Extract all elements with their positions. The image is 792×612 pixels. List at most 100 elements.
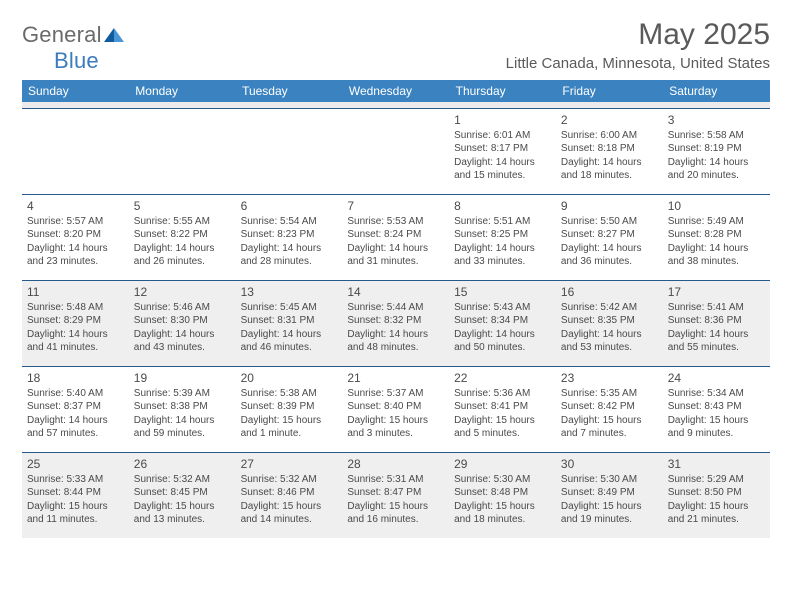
- logo-triangle-icon: [104, 22, 124, 48]
- calendar-day: 15Sunrise: 5:43 AMSunset: 8:34 PMDayligh…: [449, 280, 556, 366]
- weekday-header: Thursday: [449, 80, 556, 102]
- day-number: 15: [454, 284, 551, 300]
- sunrise-line: Sunrise: 5:48 AM: [27, 301, 124, 315]
- calendar-week-row: 1Sunrise: 6:01 AMSunset: 8:17 PMDaylight…: [22, 108, 770, 194]
- sunset-line: Sunset: 8:41 PM: [454, 400, 551, 414]
- calendar-week-row: 4Sunrise: 5:57 AMSunset: 8:20 PMDaylight…: [22, 194, 770, 280]
- daylight-line: Daylight: 14 hours and 41 minutes.: [27, 328, 124, 355]
- calendar-day: 18Sunrise: 5:40 AMSunset: 8:37 PMDayligh…: [22, 366, 129, 452]
- sunset-line: Sunset: 8:40 PM: [347, 400, 444, 414]
- sunset-line: Sunset: 8:24 PM: [347, 228, 444, 242]
- sunset-line: Sunset: 8:38 PM: [134, 400, 231, 414]
- daylight-line: Daylight: 15 hours and 14 minutes.: [241, 500, 338, 527]
- day-number: 7: [347, 198, 444, 214]
- day-number: 28: [347, 456, 444, 472]
- calendar-day-empty: [22, 108, 129, 194]
- weekday-header: Saturday: [663, 80, 770, 102]
- calendar-day: 10Sunrise: 5:49 AMSunset: 8:28 PMDayligh…: [663, 194, 770, 280]
- sunset-line: Sunset: 8:47 PM: [347, 486, 444, 500]
- daylight-line: Daylight: 14 hours and 38 minutes.: [668, 242, 765, 269]
- calendar-day: 19Sunrise: 5:39 AMSunset: 8:38 PMDayligh…: [129, 366, 236, 452]
- day-number: 2: [561, 112, 658, 128]
- sunset-line: Sunset: 8:30 PM: [134, 314, 231, 328]
- day-number: 20: [241, 370, 338, 386]
- sunset-line: Sunset: 8:43 PM: [668, 400, 765, 414]
- sunrise-line: Sunrise: 5:42 AM: [561, 301, 658, 315]
- daylight-line: Daylight: 14 hours and 33 minutes.: [454, 242, 551, 269]
- sunrise-line: Sunrise: 5:32 AM: [134, 473, 231, 487]
- sunset-line: Sunset: 8:31 PM: [241, 314, 338, 328]
- sunset-line: Sunset: 8:17 PM: [454, 142, 551, 156]
- day-number: 24: [668, 370, 765, 386]
- calendar-week-row: 11Sunrise: 5:48 AMSunset: 8:29 PMDayligh…: [22, 280, 770, 366]
- sunrise-line: Sunrise: 6:01 AM: [454, 129, 551, 143]
- day-number: 17: [668, 284, 765, 300]
- calendar-day-empty: [129, 108, 236, 194]
- calendar-day: 16Sunrise: 5:42 AMSunset: 8:35 PMDayligh…: [556, 280, 663, 366]
- sunrise-line: Sunrise: 5:35 AM: [561, 387, 658, 401]
- sunset-line: Sunset: 8:46 PM: [241, 486, 338, 500]
- sunrise-line: Sunrise: 5:34 AM: [668, 387, 765, 401]
- sunset-line: Sunset: 8:25 PM: [454, 228, 551, 242]
- logo-gray: General: [22, 22, 102, 47]
- day-number: 4: [27, 198, 124, 214]
- day-number: 26: [134, 456, 231, 472]
- daylight-line: Daylight: 14 hours and 59 minutes.: [134, 414, 231, 441]
- calendar-day: 5Sunrise: 5:55 AMSunset: 8:22 PMDaylight…: [129, 194, 236, 280]
- sunset-line: Sunset: 8:23 PM: [241, 228, 338, 242]
- calendar-day: 11Sunrise: 5:48 AMSunset: 8:29 PMDayligh…: [22, 280, 129, 366]
- sunset-line: Sunset: 8:22 PM: [134, 228, 231, 242]
- calendar-day-empty: [236, 108, 343, 194]
- sunset-line: Sunset: 8:20 PM: [27, 228, 124, 242]
- logo: General Blue: [22, 22, 124, 74]
- weekday-header: Monday: [129, 80, 236, 102]
- calendar-day: 6Sunrise: 5:54 AMSunset: 8:23 PMDaylight…: [236, 194, 343, 280]
- sunrise-line: Sunrise: 5:55 AM: [134, 215, 231, 229]
- sunrise-line: Sunrise: 5:39 AM: [134, 387, 231, 401]
- calendar-day: 27Sunrise: 5:32 AMSunset: 8:46 PMDayligh…: [236, 452, 343, 538]
- day-number: 8: [454, 198, 551, 214]
- logo-blue: Blue: [54, 48, 99, 73]
- weekday-header: Friday: [556, 80, 663, 102]
- sunrise-line: Sunrise: 5:43 AM: [454, 301, 551, 315]
- calendar-day-empty: [342, 108, 449, 194]
- day-number: 6: [241, 198, 338, 214]
- calendar-day: 25Sunrise: 5:33 AMSunset: 8:44 PMDayligh…: [22, 452, 129, 538]
- calendar-week-row: 25Sunrise: 5:33 AMSunset: 8:44 PMDayligh…: [22, 452, 770, 538]
- day-number: 12: [134, 284, 231, 300]
- day-number: 13: [241, 284, 338, 300]
- calendar-day: 2Sunrise: 6:00 AMSunset: 8:18 PMDaylight…: [556, 108, 663, 194]
- sunrise-line: Sunrise: 5:53 AM: [347, 215, 444, 229]
- sunrise-line: Sunrise: 5:33 AM: [27, 473, 124, 487]
- calendar-day: 3Sunrise: 5:58 AMSunset: 8:19 PMDaylight…: [663, 108, 770, 194]
- calendar-day: 23Sunrise: 5:35 AMSunset: 8:42 PMDayligh…: [556, 366, 663, 452]
- weekday-header-row: SundayMondayTuesdayWednesdayThursdayFrid…: [22, 80, 770, 102]
- location: Little Canada, Minnesota, United States: [506, 55, 770, 72]
- sunset-line: Sunset: 8:28 PM: [668, 228, 765, 242]
- sunrise-line: Sunrise: 5:50 AM: [561, 215, 658, 229]
- daylight-line: Daylight: 15 hours and 19 minutes.: [561, 500, 658, 527]
- daylight-line: Daylight: 15 hours and 9 minutes.: [668, 414, 765, 441]
- calendar-table: SundayMondayTuesdayWednesdayThursdayFrid…: [22, 80, 770, 538]
- sunset-line: Sunset: 8:18 PM: [561, 142, 658, 156]
- sunrise-line: Sunrise: 5:46 AM: [134, 301, 231, 315]
- daylight-line: Daylight: 14 hours and 57 minutes.: [27, 414, 124, 441]
- daylight-line: Daylight: 15 hours and 11 minutes.: [27, 500, 124, 527]
- day-number: 22: [454, 370, 551, 386]
- sunrise-line: Sunrise: 5:29 AM: [668, 473, 765, 487]
- calendar-day: 7Sunrise: 5:53 AMSunset: 8:24 PMDaylight…: [342, 194, 449, 280]
- sunrise-line: Sunrise: 5:32 AM: [241, 473, 338, 487]
- day-number: 14: [347, 284, 444, 300]
- month-title: May 2025: [506, 18, 770, 51]
- daylight-line: Daylight: 14 hours and 36 minutes.: [561, 242, 658, 269]
- logo-text: General Blue: [22, 22, 124, 74]
- daylight-line: Daylight: 15 hours and 1 minute.: [241, 414, 338, 441]
- calendar-day: 17Sunrise: 5:41 AMSunset: 8:36 PMDayligh…: [663, 280, 770, 366]
- daylight-line: Daylight: 14 hours and 50 minutes.: [454, 328, 551, 355]
- sunset-line: Sunset: 8:49 PM: [561, 486, 658, 500]
- sunset-line: Sunset: 8:48 PM: [454, 486, 551, 500]
- calendar-day: 24Sunrise: 5:34 AMSunset: 8:43 PMDayligh…: [663, 366, 770, 452]
- sunrise-line: Sunrise: 5:44 AM: [347, 301, 444, 315]
- sunrise-line: Sunrise: 5:41 AM: [668, 301, 765, 315]
- day-number: 3: [668, 112, 765, 128]
